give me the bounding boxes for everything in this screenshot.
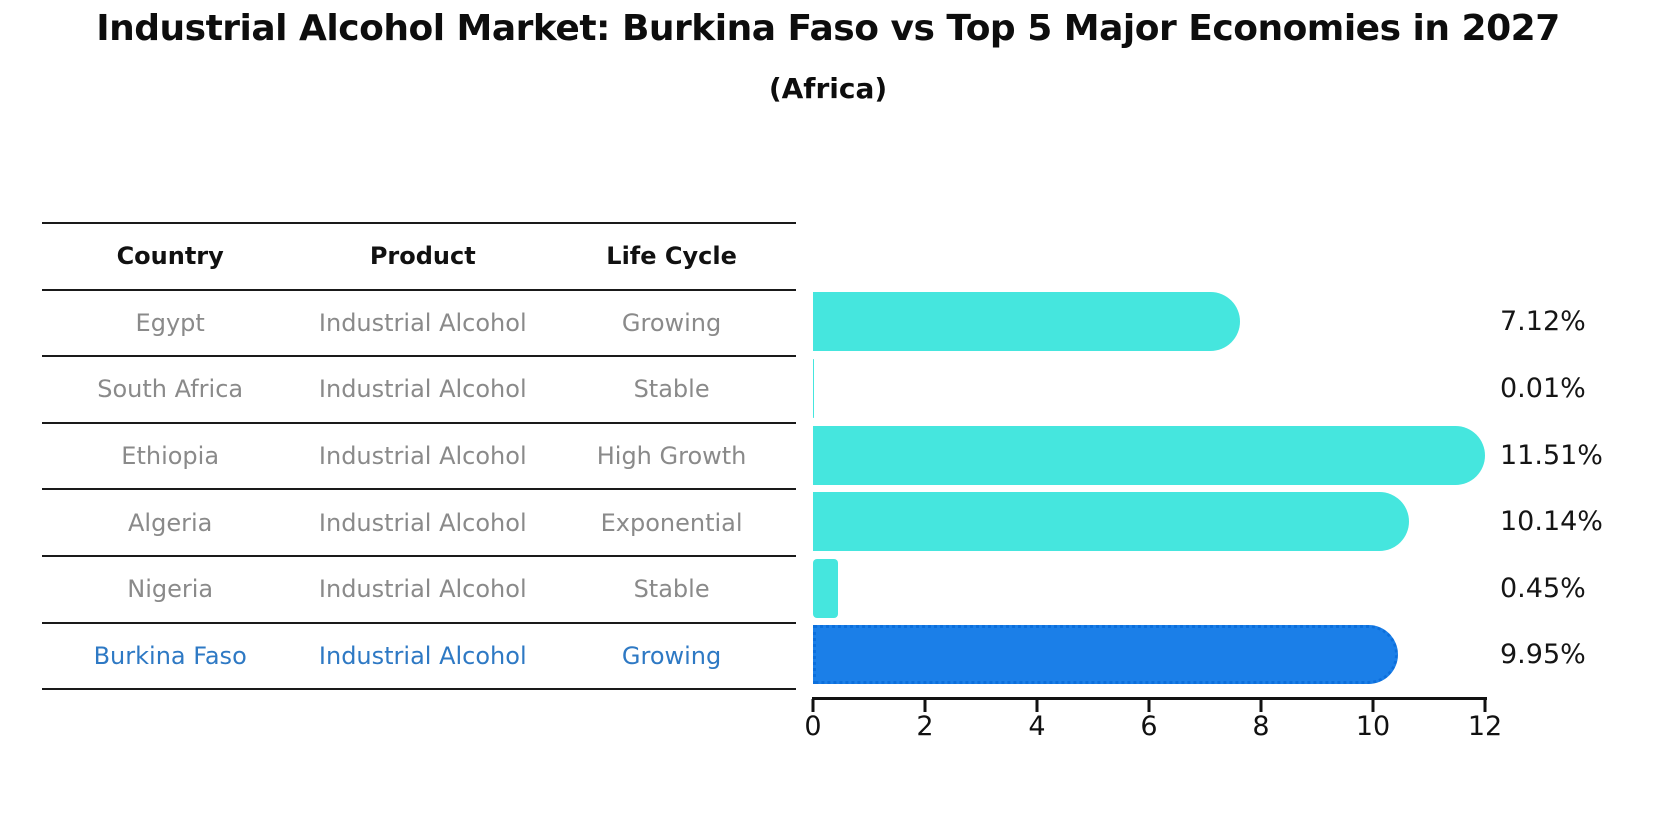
table-row-nigeria: Nigeria Industrial Alcohol Stable bbox=[42, 554, 796, 622]
cell-product: Industrial Alcohol bbox=[318, 641, 527, 670]
cell-country: Nigeria bbox=[127, 575, 214, 604]
cell-product: Industrial Alcohol bbox=[318, 508, 527, 537]
bar-nigeria bbox=[813, 558, 839, 618]
table-row-south-africa: South Africa Industrial Alcohol Stable bbox=[42, 355, 796, 422]
x-tick-label-6: 6 bbox=[1140, 711, 1158, 742]
x-tick-6 bbox=[1147, 699, 1151, 712]
value-label-burkina-faso: 9.95% bbox=[1500, 639, 1586, 671]
cell-country: Ethiopia bbox=[121, 442, 220, 471]
bar-row-algeria bbox=[813, 488, 1485, 555]
bar-algeria bbox=[813, 492, 1409, 552]
x-tick-label-8: 8 bbox=[1252, 711, 1270, 742]
x-tick-label-10: 10 bbox=[1355, 711, 1391, 742]
x-tick-4 bbox=[1035, 699, 1039, 712]
cell-product: Industrial Alcohol bbox=[318, 375, 527, 404]
table-header-row: Country Product Life Cycle bbox=[42, 222, 796, 289]
cell-life-cycle: Growing bbox=[621, 641, 722, 670]
x-tick-10 bbox=[1371, 699, 1375, 712]
value-label-algeria: 10.14% bbox=[1500, 506, 1603, 538]
cell-product: Industrial Alcohol bbox=[318, 575, 527, 604]
table-row-egypt: Egypt Industrial Alcohol Growing bbox=[42, 288, 796, 356]
x-tick-12 bbox=[1483, 699, 1487, 712]
bar-value-labels: 7.12% 0.01% 11.51% 10.14% 0.45% 9.95% bbox=[1500, 289, 1603, 689]
bar-row-ethiopia bbox=[813, 422, 1485, 489]
cell-product: Industrial Alcohol bbox=[318, 308, 527, 337]
cell-country: Burkina Faso bbox=[93, 641, 247, 670]
chart-title: Industrial Alcohol Market: Burkina Faso … bbox=[96, 8, 1560, 49]
x-tick-label-0: 0 bbox=[804, 711, 822, 742]
bar-row-nigeria bbox=[813, 555, 1485, 622]
bar-chart-plot-area bbox=[813, 289, 1485, 689]
country-table: Country Product Life Cycle Egypt Industr… bbox=[42, 222, 796, 691]
bar-south-africa bbox=[813, 358, 814, 418]
bar-row-burkina-faso bbox=[813, 622, 1485, 689]
x-tick-label-2: 2 bbox=[916, 711, 934, 742]
cell-life-cycle: Exponential bbox=[600, 508, 743, 537]
x-tick-0 bbox=[811, 699, 815, 712]
x-tick-label-12: 12 bbox=[1467, 711, 1503, 742]
cell-country: Algeria bbox=[128, 508, 213, 537]
value-label-egypt: 7.12% bbox=[1500, 306, 1586, 338]
table-row-algeria: Algeria Industrial Alcohol Exponential bbox=[42, 488, 796, 555]
bar-ethiopia bbox=[813, 425, 1485, 485]
x-tick-label-4: 4 bbox=[1028, 711, 1046, 742]
value-label-nigeria: 0.45% bbox=[1500, 572, 1586, 604]
column-header-country: Country bbox=[116, 242, 224, 271]
chart-subtitle: (Africa) bbox=[768, 72, 888, 105]
cell-product: Industrial Alcohol bbox=[318, 442, 527, 471]
column-header-product: Product bbox=[369, 242, 476, 271]
cell-country: South Africa bbox=[97, 375, 244, 404]
cell-life-cycle: Stable bbox=[633, 375, 710, 404]
bar-egypt bbox=[813, 292, 1240, 352]
cell-life-cycle: Stable bbox=[633, 575, 710, 604]
cell-life-cycle: High Growth bbox=[596, 442, 747, 471]
table-row-burkina-faso: Burkina Faso Industrial Alcohol Growing bbox=[42, 621, 796, 691]
x-axis-line bbox=[812, 697, 1487, 700]
column-header-life-cycle: Life Cycle bbox=[606, 242, 737, 271]
bar-row-south-africa bbox=[813, 355, 1485, 422]
bar-burkina-faso bbox=[813, 625, 1399, 685]
x-tick-8 bbox=[1259, 699, 1263, 712]
x-tick-2 bbox=[923, 699, 927, 712]
cell-life-cycle: Growing bbox=[621, 308, 722, 337]
value-label-south-africa: 0.01% bbox=[1500, 372, 1586, 404]
bar-row-egypt bbox=[813, 289, 1485, 356]
table-row-ethiopia: Ethiopia Industrial Alcohol High Growth bbox=[42, 421, 796, 489]
value-label-ethiopia: 11.51% bbox=[1500, 439, 1603, 471]
cell-country: Egypt bbox=[135, 308, 205, 337]
